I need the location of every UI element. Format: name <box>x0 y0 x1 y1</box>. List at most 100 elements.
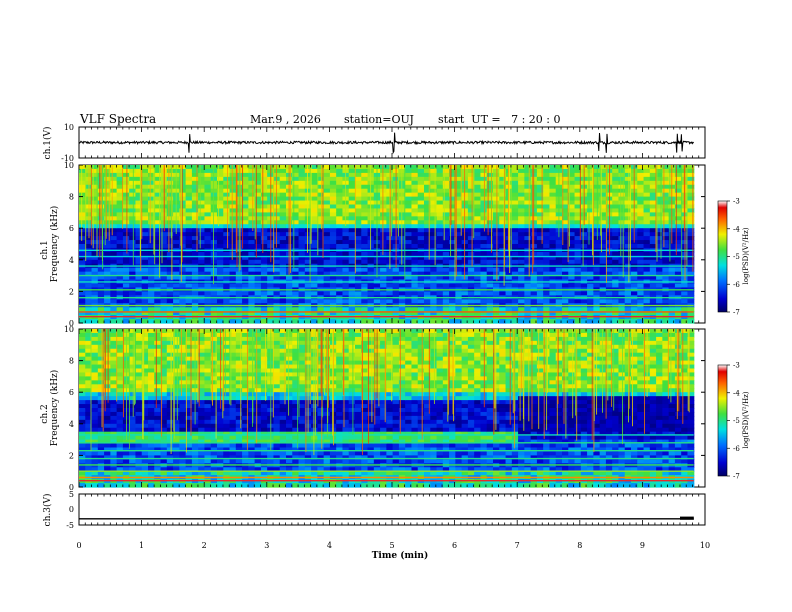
spectrogram-cell <box>141 240 149 245</box>
spectrogram-cell <box>348 188 356 194</box>
spectrogram-cell <box>198 220 206 225</box>
spectrogram-cell <box>624 311 632 316</box>
spectrogram-cell <box>317 259 325 265</box>
spectrogram-cell <box>631 311 638 316</box>
spectrogram-cell <box>204 467 212 472</box>
spectrogram-cell <box>499 228 507 233</box>
spectrogram-cell <box>141 172 149 178</box>
spectrogram-cell <box>116 396 124 401</box>
spectrogram-cell <box>411 267 419 273</box>
spectrogram-cell <box>361 220 369 225</box>
spectrogram-cell <box>637 208 645 213</box>
spectrogram-cell <box>612 196 620 202</box>
spectrogram-cell <box>185 364 193 370</box>
spectrogram-cell <box>79 400 86 405</box>
spectrogram-cell <box>279 165 287 170</box>
spectrogram-cell <box>580 232 588 237</box>
spectrogram-cell <box>536 192 544 198</box>
spectrogram-cell <box>298 204 306 210</box>
spectrogram-cell <box>631 271 638 277</box>
spectrogram-cell <box>549 224 557 229</box>
spectrogram-cell <box>210 348 218 354</box>
spectrogram-cell <box>656 192 663 198</box>
spectrogram-cell <box>116 348 124 354</box>
spectrogram-cell <box>405 192 413 198</box>
spectrogram-cell <box>656 220 663 225</box>
spectrogram-cell <box>649 176 657 182</box>
spectrogram-cell <box>643 172 651 178</box>
spectrogram-cell <box>449 283 456 289</box>
spectrogram-cell <box>97 244 105 249</box>
spectrogram-cell <box>624 196 632 202</box>
spectrogram-cell <box>242 291 249 296</box>
spectrogram-cell <box>373 275 381 281</box>
spectrogram-cell <box>405 240 413 245</box>
spectrogram-cell <box>116 344 124 350</box>
spectrogram-cell <box>154 165 162 170</box>
spectrogram-cell <box>116 307 124 312</box>
spectrogram-cell <box>135 348 143 354</box>
spectrogram-cell <box>474 307 482 312</box>
spectrogram-cell <box>580 224 588 229</box>
spectrogram-cell <box>204 348 212 354</box>
spectrogram-cell <box>593 244 601 249</box>
spectrogram-cell <box>160 419 168 425</box>
spectrogram-cell <box>148 168 155 174</box>
spectrogram-cell <box>643 236 651 241</box>
spectrogram-cell <box>148 208 155 213</box>
spectrogram-cell <box>91 176 99 182</box>
spectrogram-cell <box>380 168 387 174</box>
spectrogram-cell <box>499 271 507 277</box>
spectrogram-cell <box>85 455 93 460</box>
spectrogram-cell <box>104 299 111 304</box>
spectrogram-cell <box>179 376 187 381</box>
spectrogram-cell <box>637 271 645 277</box>
spectrogram-cell <box>110 415 118 421</box>
spectrogram-cell <box>204 196 212 202</box>
spectrogram-cell <box>599 208 607 213</box>
spectrogram-cell <box>141 311 149 316</box>
spectrogram-cell <box>549 168 557 174</box>
spectrogram-cell <box>587 220 594 225</box>
spectrogram-cell <box>198 283 206 289</box>
spectrogram-cell <box>141 188 149 194</box>
spectrogram-cell <box>141 451 149 456</box>
spectrogram-cell <box>380 283 387 289</box>
spectrogram-cell <box>536 240 544 245</box>
spectrogram-cell <box>135 204 143 210</box>
spectrogram-cell <box>91 435 99 441</box>
spectrogram-cell <box>304 208 312 213</box>
spectrogram-cell <box>674 224 682 229</box>
spectrogram-cell <box>555 299 563 304</box>
spectrogram-cell <box>204 400 212 405</box>
spectrogram-cell <box>323 184 331 190</box>
ch1-freq-ylabel: Frequency (kHz) <box>49 206 60 283</box>
spectrogram-cell <box>248 283 256 289</box>
spectrogram-cell <box>104 411 111 417</box>
spectrogram-cell <box>568 271 576 277</box>
spectrogram-cell <box>587 168 594 174</box>
spectrogram-cell <box>348 196 356 202</box>
spectrogram-cell <box>141 344 149 350</box>
spectrogram-cell <box>518 307 525 312</box>
spectrogram-cell <box>148 176 155 182</box>
spectrogram-cell <box>637 168 645 174</box>
spectrogram-cell <box>380 319 387 324</box>
spectrogram-cell <box>449 228 456 233</box>
spectrogram-cell <box>116 180 124 186</box>
spectrogram-cell <box>79 419 86 425</box>
spectrogram-cell <box>436 165 444 170</box>
spectrogram-cell <box>311 224 318 229</box>
spectrogram-cell <box>122 188 130 194</box>
spectrogram-cell <box>204 372 212 377</box>
spectrogram-cell <box>637 180 645 186</box>
spectrogram-cell <box>574 311 582 316</box>
spectrogram-cell <box>323 196 331 202</box>
spectrogram-cell <box>361 192 369 198</box>
spectrogram-cell <box>304 283 312 289</box>
spectrogram-cell <box>674 212 682 217</box>
spectrogram-cell <box>210 372 218 377</box>
spectrogram-cell <box>273 212 281 217</box>
spectrogram-cell <box>467 228 475 233</box>
spectrogram-cell <box>191 251 199 257</box>
